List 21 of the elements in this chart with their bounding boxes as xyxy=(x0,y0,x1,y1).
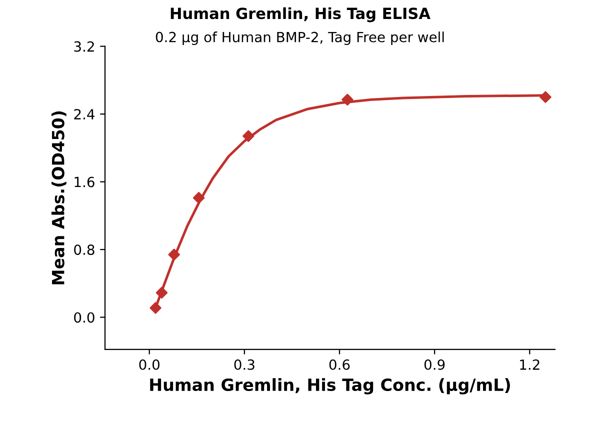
y-tick-label: 3.2 xyxy=(74,41,94,52)
point xyxy=(342,94,354,106)
x-tick-label: 0.0 xyxy=(139,359,160,370)
point xyxy=(242,130,254,142)
y-tick-label: 0.8 xyxy=(74,244,94,255)
y-tick-label: 2.4 xyxy=(74,109,94,120)
x-axis-title: Human Gremlin, His Tag Conc. (μg/mL) xyxy=(150,378,510,394)
x-tick-label: 0.3 xyxy=(234,359,254,370)
y-tick-label: 0.0 xyxy=(74,312,94,323)
point xyxy=(156,286,168,299)
y-tick-label: 1.6 xyxy=(74,176,94,188)
point xyxy=(540,91,552,104)
chart-title: Human Gremlin, His Tag ELISA xyxy=(170,7,430,22)
x-tick-label: 0.6 xyxy=(329,359,350,370)
point xyxy=(192,192,205,204)
point xyxy=(168,248,180,260)
x-tick-label: 0.9 xyxy=(424,359,445,370)
y-axis-title: Mean Abs.(OD450) xyxy=(52,111,66,284)
point xyxy=(150,302,162,314)
chart-subtitle: 0.2 μg of Human BMP-2, Tag Free per well xyxy=(156,32,444,45)
x-tick-label: 1.2 xyxy=(520,359,540,370)
